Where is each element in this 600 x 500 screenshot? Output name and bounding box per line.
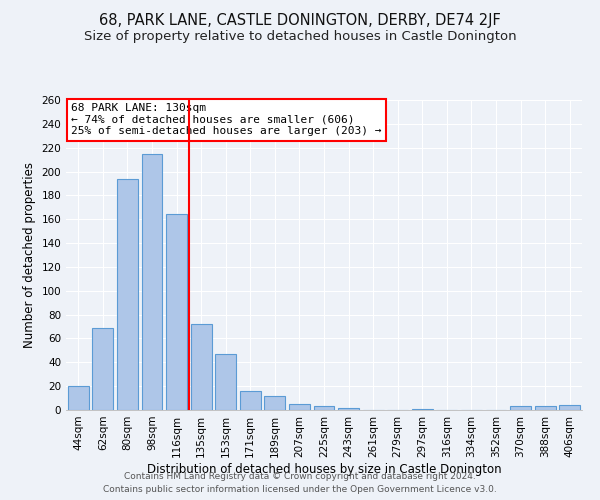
Y-axis label: Number of detached properties: Number of detached properties xyxy=(23,162,36,348)
Text: 68 PARK LANE: 130sqm
← 74% of detached houses are smaller (606)
25% of semi-deta: 68 PARK LANE: 130sqm ← 74% of detached h… xyxy=(71,103,382,136)
Bar xyxy=(117,178,138,410)
Bar xyxy=(191,324,212,410)
Text: Contains HM Land Registry data © Crown copyright and database right 2024.: Contains HM Land Registry data © Crown c… xyxy=(124,472,476,481)
Bar xyxy=(289,404,310,410)
Bar xyxy=(240,391,261,410)
Bar xyxy=(510,406,531,410)
Bar xyxy=(215,354,236,410)
Bar xyxy=(68,386,89,410)
Text: Size of property relative to detached houses in Castle Donington: Size of property relative to detached ho… xyxy=(83,30,517,43)
Text: 68, PARK LANE, CASTLE DONINGTON, DERBY, DE74 2JF: 68, PARK LANE, CASTLE DONINGTON, DERBY, … xyxy=(99,12,501,28)
Bar xyxy=(412,409,433,410)
X-axis label: Distribution of detached houses by size in Castle Donington: Distribution of detached houses by size … xyxy=(146,462,502,475)
Bar xyxy=(559,405,580,410)
Bar xyxy=(535,406,556,410)
Bar xyxy=(166,214,187,410)
Bar xyxy=(314,406,334,410)
Bar xyxy=(142,154,163,410)
Text: Contains public sector information licensed under the Open Government Licence v3: Contains public sector information licen… xyxy=(103,485,497,494)
Bar xyxy=(338,408,359,410)
Bar xyxy=(265,396,286,410)
Bar xyxy=(92,328,113,410)
